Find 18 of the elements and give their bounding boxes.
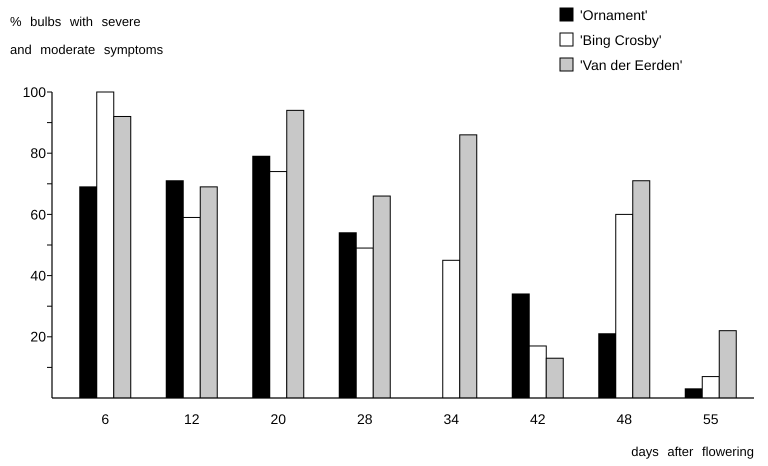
y-axis-title: % bulbs with severe and moderate symptoms (10, 14, 164, 57)
y-tick-label: 100 (22, 84, 46, 100)
y-tick-label: 80 (30, 145, 46, 162)
x-tick-label: 42 (530, 411, 546, 427)
x-axis-title: days after flowering (631, 444, 754, 459)
x-tick-label: 55 (702, 411, 719, 427)
y-tick-label: 20 (30, 328, 46, 345)
x-tick-label: 48 (616, 411, 632, 427)
x-tick-label: 34 (443, 411, 460, 427)
x-tick-label: 12 (184, 411, 200, 427)
x-tick-label: 20 (270, 411, 286, 427)
x-tick-label: 28 (356, 411, 373, 427)
legend-label: 'Bing Crosby' (580, 32, 662, 48)
y-tick-label: 60 (30, 206, 46, 222)
x-tick-label: 6 (101, 411, 110, 427)
y-tick-label: 40 (30, 268, 46, 284)
legend-label: 'Van der Eerden' (580, 56, 682, 73)
legend-label: 'Ornament' (580, 6, 648, 23)
